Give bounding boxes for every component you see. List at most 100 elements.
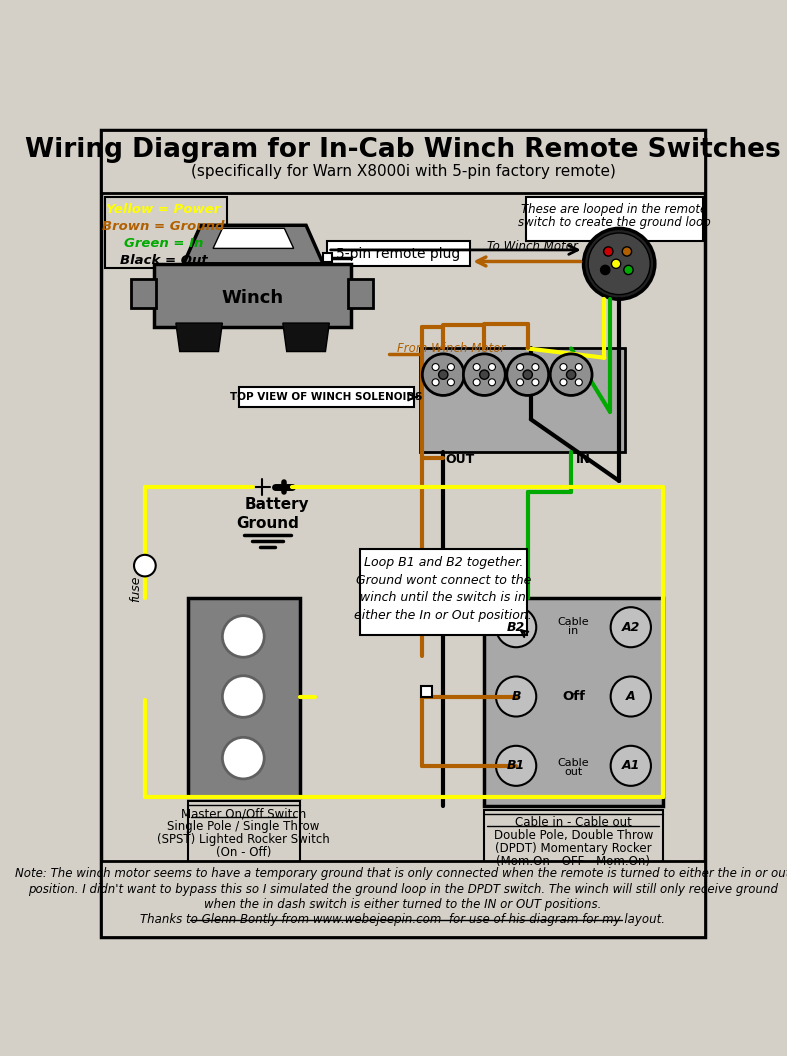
Text: Brown = Ground: Brown = Ground — [102, 221, 225, 233]
Text: A1: A1 — [622, 759, 640, 772]
Circle shape — [134, 554, 156, 577]
Circle shape — [523, 370, 532, 379]
Text: B1: B1 — [507, 759, 525, 772]
Text: TOP VIEW OF WINCH SOLENOIDS: TOP VIEW OF WINCH SOLENOIDS — [230, 392, 423, 402]
Circle shape — [448, 363, 454, 371]
Text: B: B — [512, 690, 521, 703]
Circle shape — [473, 379, 480, 385]
Text: Master On/Off Switch: Master On/Off Switch — [181, 807, 306, 821]
Bar — [483, 811, 663, 870]
Text: Single Pole / Single Throw: Single Pole / Single Throw — [167, 821, 320, 833]
Text: Yellow = Power: Yellow = Power — [106, 204, 220, 216]
Text: Cable in - Cable out: Cable in - Cable out — [515, 815, 632, 829]
Text: These are looped in the remote: These are looped in the remote — [522, 203, 708, 215]
Text: in: in — [568, 626, 578, 636]
Bar — [187, 598, 300, 796]
Text: Cable: Cable — [558, 758, 589, 768]
Circle shape — [611, 259, 621, 268]
Circle shape — [507, 354, 549, 395]
Circle shape — [575, 379, 582, 385]
Circle shape — [223, 676, 264, 717]
Circle shape — [611, 607, 651, 647]
Text: out: out — [564, 767, 582, 777]
Circle shape — [588, 233, 650, 295]
Bar — [239, 386, 414, 407]
Circle shape — [464, 354, 505, 395]
Circle shape — [473, 363, 480, 371]
Text: (On - Off): (On - Off) — [216, 846, 271, 860]
Circle shape — [560, 379, 567, 385]
Text: Battery: Battery — [244, 496, 309, 511]
Bar — [421, 685, 431, 697]
Circle shape — [496, 746, 536, 786]
Text: A2: A2 — [622, 621, 640, 634]
Text: (Mom.On - OFF - Mom.On): (Mom.On - OFF - Mom.On) — [497, 854, 650, 868]
Circle shape — [496, 607, 536, 647]
Circle shape — [516, 363, 523, 371]
Circle shape — [432, 363, 439, 371]
Text: Ground wont connect to the: Ground wont connect to the — [356, 573, 531, 587]
Polygon shape — [283, 323, 329, 352]
Text: (SPST) Lighted Rocker Switch: (SPST) Lighted Rocker Switch — [157, 833, 330, 846]
Bar — [131, 279, 156, 308]
Text: Wiring Diagram for In-Cab Winch Remote Switches: Wiring Diagram for In-Cab Winch Remote S… — [25, 137, 781, 163]
Circle shape — [560, 363, 567, 371]
Polygon shape — [183, 225, 323, 264]
Text: (specifically for Warn X8000i with 5-pin factory remote): (specifically for Warn X8000i with 5-pin… — [190, 164, 615, 178]
Circle shape — [496, 677, 536, 717]
Text: position. I didn't want to bypass this so I simulated the ground loop in the DPD: position. I didn't want to bypass this s… — [28, 883, 778, 895]
Bar — [323, 253, 332, 262]
Text: Ground: Ground — [236, 515, 299, 531]
Bar — [420, 348, 626, 452]
Bar — [154, 264, 351, 327]
Text: Off: Off — [562, 690, 585, 703]
Circle shape — [583, 228, 655, 299]
Circle shape — [611, 746, 651, 786]
Circle shape — [432, 379, 439, 385]
Text: when the in dash switch is either turned to the IN or OUT positions.: when the in dash switch is either turned… — [205, 898, 601, 911]
Circle shape — [489, 363, 496, 371]
Circle shape — [489, 379, 496, 385]
Text: switch to create the ground loop: switch to create the ground loop — [518, 215, 711, 229]
Circle shape — [223, 737, 264, 779]
Text: OUT: OUT — [445, 453, 475, 466]
Text: winch until the switch is in: winch until the switch is in — [360, 591, 527, 604]
Circle shape — [532, 379, 539, 385]
Circle shape — [624, 265, 633, 275]
Text: IN: IN — [576, 453, 591, 466]
Circle shape — [438, 370, 448, 379]
Text: Loop B1 and B2 together.: Loop B1 and B2 together. — [364, 557, 523, 569]
Bar — [187, 802, 300, 866]
Text: From Winch Motor: From Winch Motor — [397, 342, 505, 355]
Text: Cable: Cable — [558, 617, 589, 627]
Circle shape — [516, 379, 523, 385]
Bar — [105, 196, 227, 267]
Bar — [327, 242, 471, 266]
Text: Thanks to Glenn Bontly from www.webejeepin.com  for use of his diagram for my la: Thanks to Glenn Bontly from www.webejeep… — [140, 913, 666, 926]
Bar — [102, 861, 705, 937]
Circle shape — [423, 354, 464, 395]
Circle shape — [223, 616, 264, 657]
Text: Winch: Winch — [221, 288, 283, 306]
Circle shape — [532, 363, 539, 371]
Circle shape — [623, 247, 632, 257]
Polygon shape — [176, 323, 223, 352]
Text: (DPDT) Momentary Rocker: (DPDT) Momentary Rocker — [495, 842, 652, 854]
Text: either the In or Out position.: either the In or Out position. — [354, 609, 532, 622]
Text: Double Pole, Double Throw: Double Pole, Double Throw — [493, 829, 653, 842]
Circle shape — [600, 265, 610, 275]
Text: Note: The winch motor seems to have a temporary ground that is only connected wh: Note: The winch motor seems to have a te… — [15, 867, 787, 880]
Text: fuse: fuse — [129, 576, 142, 602]
Bar — [483, 598, 663, 806]
Circle shape — [575, 363, 582, 371]
Text: A: A — [626, 690, 636, 703]
Text: 5-pin remote plug: 5-pin remote plug — [336, 247, 460, 261]
Text: To Winch Motor: To Winch Motor — [487, 240, 578, 252]
Circle shape — [448, 379, 454, 385]
Circle shape — [604, 247, 613, 257]
Bar — [102, 130, 705, 193]
Circle shape — [567, 370, 576, 379]
Polygon shape — [213, 228, 294, 248]
Text: Green = In: Green = In — [124, 238, 203, 250]
Text: Black = Out: Black = Out — [120, 254, 207, 267]
